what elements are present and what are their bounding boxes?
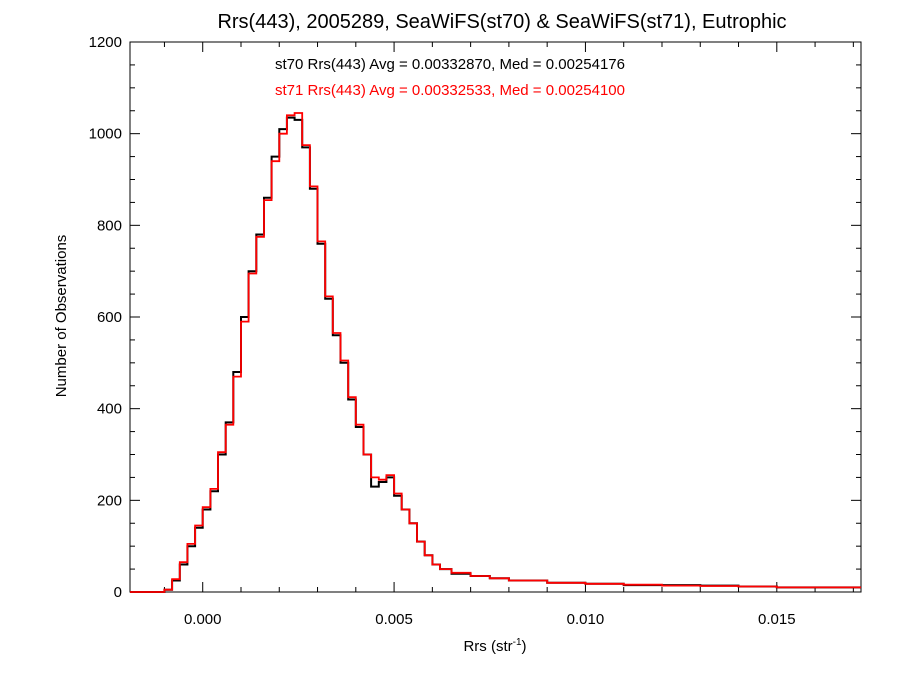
y-tick-label: 400 <box>97 401 122 418</box>
annotation-st71: st71 Rrs(443) Avg = 0.00332533, Med = 0.… <box>275 82 625 99</box>
x-tick-label: 0.015 <box>758 611 796 628</box>
y-tick-label: 1200 <box>89 34 122 51</box>
y-tick-label: 1000 <box>89 126 122 143</box>
y-tick-label: 0 <box>114 584 122 601</box>
x-axis-label: Rrs (str-1) <box>463 637 526 655</box>
annotation-st70: st70 Rrs(443) Avg = 0.00332870, Med = 0.… <box>275 56 625 73</box>
y-axis-label: Number of Observations <box>53 235 70 398</box>
series-line-0 <box>130 116 861 593</box>
y-tick-labels: 0 200 400 600 800 1000 1200 <box>89 34 122 601</box>
y-tick-label: 800 <box>97 217 122 234</box>
series-line-1 <box>130 112 861 593</box>
x-tick-label: 0.010 <box>567 611 605 628</box>
x-tick-label: 0.005 <box>375 611 413 628</box>
x-tick-label: 0.000 <box>184 611 222 628</box>
chart-title: Rrs(443), 2005289, SeaWiFS(st70) & SeaWi… <box>217 11 786 33</box>
y-tick-label: 200 <box>97 492 122 509</box>
x-axis-label-close: ) <box>522 638 527 655</box>
x-tick-labels: 0.000 0.005 0.010 0.015 <box>184 611 796 628</box>
y-tick-label: 600 <box>97 309 122 326</box>
x-axis-label-sup: -1 <box>513 637 522 648</box>
x-axis-label-main: Rrs (str <box>463 638 512 655</box>
plot-frame <box>129 41 862 593</box>
axis-ticks <box>130 41 861 593</box>
series-group <box>130 112 861 593</box>
